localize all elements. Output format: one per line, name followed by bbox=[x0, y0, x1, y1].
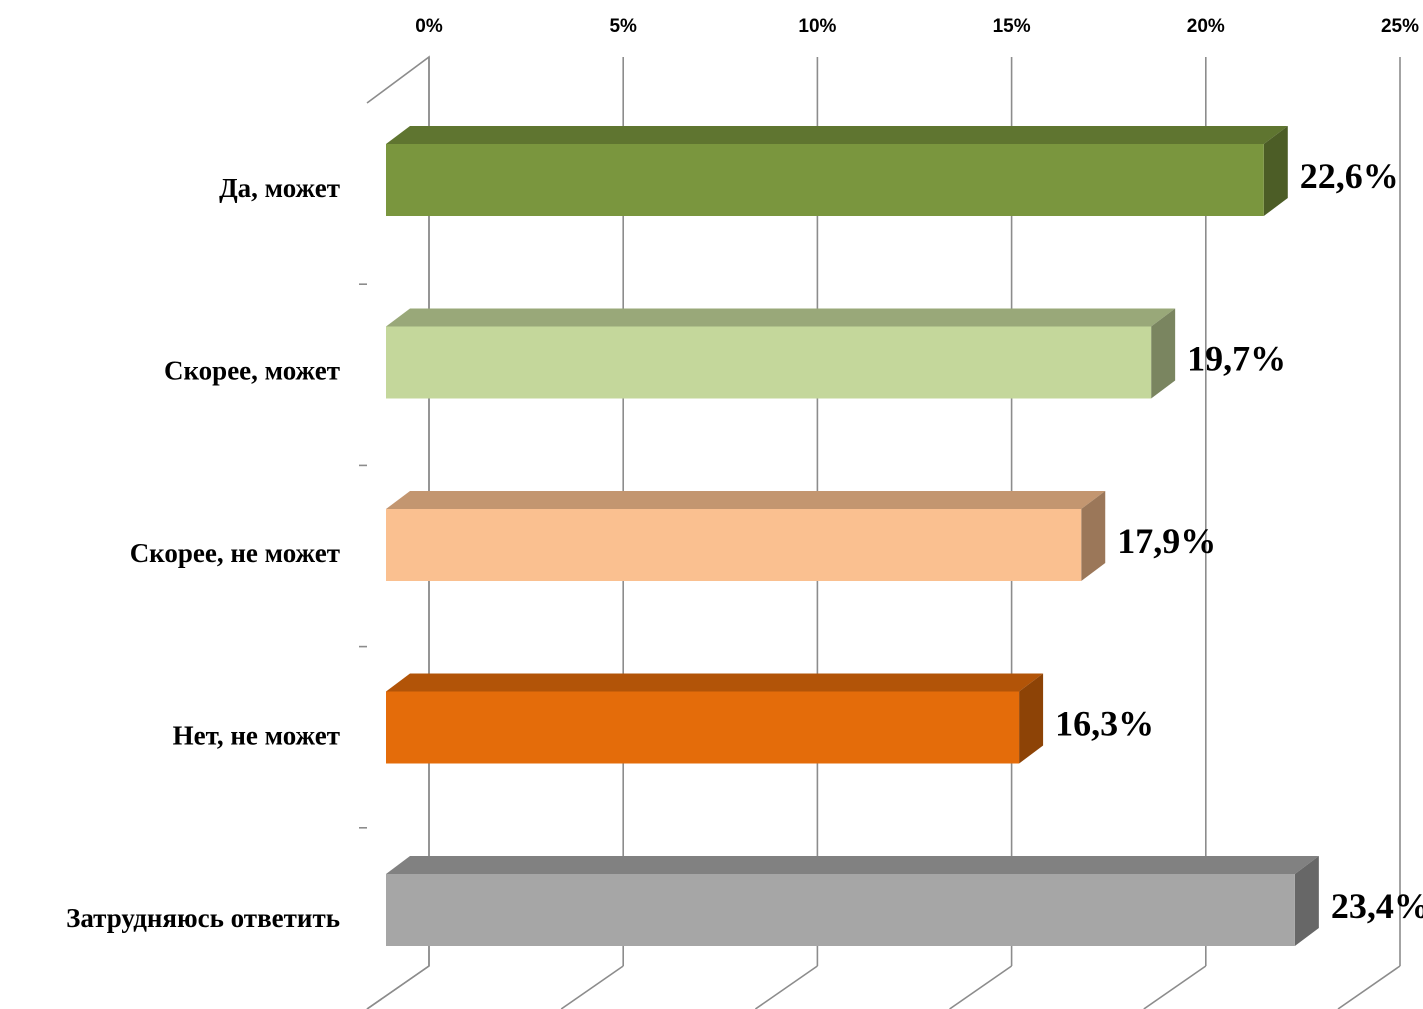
x-tick-label: 10% bbox=[798, 16, 836, 37]
bar-side-face bbox=[1081, 491, 1106, 581]
bar bbox=[386, 491, 1106, 581]
floor-gridline bbox=[754, 965, 818, 1009]
x-tick-label: 15% bbox=[993, 16, 1031, 37]
x-tick-label: 0% bbox=[415, 16, 443, 37]
x-axis-tick-labels: 0% 5% 10% 15% 20% 25% bbox=[415, 16, 1419, 37]
bar bbox=[386, 673, 1044, 764]
data-label: 23,4% bbox=[1331, 886, 1423, 926]
bars bbox=[386, 126, 1319, 946]
bar-top-face bbox=[386, 491, 1106, 509]
floor-gridline bbox=[1337, 965, 1401, 1009]
data-label: 17,9% bbox=[1117, 521, 1216, 561]
bar bbox=[386, 856, 1319, 946]
bar-top-face bbox=[386, 673, 1044, 692]
x-tick-label: 20% bbox=[1187, 16, 1225, 37]
bar-top-face bbox=[386, 308, 1176, 327]
category-label: Скорее, не может bbox=[130, 538, 340, 568]
bar-front-face bbox=[386, 509, 1082, 581]
bar-side-face bbox=[1294, 856, 1319, 946]
data-label: 22,6% bbox=[1300, 156, 1399, 196]
category-label: Скорее, может bbox=[164, 356, 340, 386]
data-label: 19,7% bbox=[1187, 339, 1286, 379]
category-label: Нет, не может bbox=[173, 721, 340, 751]
floor-gridline bbox=[366, 965, 430, 1009]
category-labels: Да, может Скорее, может Скорее, не может Не… bbox=[66, 173, 340, 933]
x-tick-label: 25% bbox=[1381, 16, 1419, 37]
bar-side-face bbox=[1151, 308, 1176, 399]
bar-front-face bbox=[386, 144, 1264, 216]
x-tick-label: 5% bbox=[609, 16, 637, 37]
bar-side-face bbox=[1019, 673, 1044, 764]
bar bbox=[386, 126, 1288, 216]
floor-gridline bbox=[560, 965, 624, 1009]
floor-gridline bbox=[1143, 965, 1207, 1009]
floor-gridline bbox=[949, 965, 1013, 1009]
data-labels: 22,6% 19,7% 17,9% 16,3% 23,4% bbox=[1055, 156, 1423, 926]
category-label: Затрудняюсь ответить bbox=[66, 903, 340, 933]
bar-top-face bbox=[386, 856, 1319, 874]
category-label: Да, может bbox=[219, 173, 340, 203]
bar-front-face bbox=[386, 874, 1295, 946]
bar-top-face bbox=[386, 126, 1288, 144]
bar-front-face bbox=[386, 691, 1020, 764]
bar-front-face bbox=[386, 326, 1152, 399]
bar bbox=[386, 308, 1176, 399]
bar-side-face bbox=[1263, 126, 1288, 216]
data-label: 16,3% bbox=[1055, 704, 1154, 744]
